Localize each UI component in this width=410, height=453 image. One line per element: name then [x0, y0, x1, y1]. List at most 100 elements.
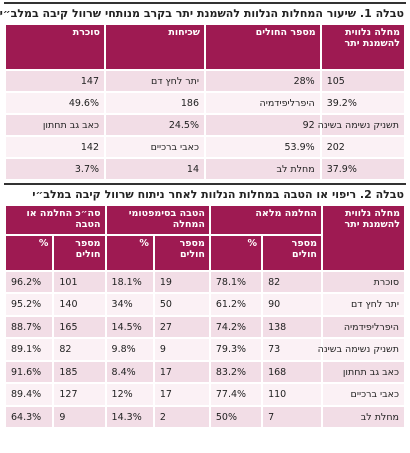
table-cell: תשניק נשימה בשינה — [318, 115, 404, 135]
table-cell: 88.7% — [6, 316, 53, 338]
table-cell: כאב גב תחתון — [6, 115, 105, 135]
table-cell: 14.3% — [106, 406, 153, 428]
header-cell: מחלה נלווית להשמנת יתר — [321, 25, 404, 69]
table-row: סוכרת 82 78.1% 19 18.1% 101 96.2% — [6, 271, 404, 293]
group-header: הטבה בסימפטומי המחלה — [106, 206, 209, 234]
sub-header: % — [106, 235, 153, 270]
table-cell: 105 — [321, 71, 404, 91]
table-cell: 92 — [206, 115, 320, 135]
sub-header: מספר חולים — [154, 235, 209, 270]
table-cell: 127 — [54, 384, 105, 405]
table-cell: 17 — [154, 361, 209, 383]
table-cell: 77.4% — [210, 384, 262, 405]
table-cell: 186 — [106, 93, 205, 113]
table-row: כאב גב תחתון 168 83.2% 17 8.4% 185 91.6% — [6, 361, 404, 383]
table-row: יתר לחץ דם 90 61.2% 50 34% 140 95.2% — [6, 294, 404, 315]
table-cell: סוכרת — [322, 271, 404, 293]
table-cell: 9 — [54, 406, 105, 428]
table-cell: 37.9% — [321, 159, 404, 179]
table-1: מחלה נלווית להשמנת יתר מספר החולים שכיחות ס… — [4, 23, 406, 181]
table-row: היפרליפידמיה 138 74.2% 27 14.5% 165 88.7% — [6, 316, 404, 338]
table-cell: כאבי ברכיים — [106, 137, 205, 157]
table-cell: 168 — [263, 361, 321, 383]
table-cell: 64.3% — [6, 406, 53, 428]
table-cell: 49.6% — [6, 93, 105, 113]
table-cell: 12% — [106, 384, 153, 405]
header-cell: מספר החולים — [206, 25, 320, 69]
table-cell: 138 — [263, 316, 321, 338]
table-cell: 96.2% — [6, 271, 53, 293]
table-row: 37.9% מחלת לב 14 3.7% — [6, 159, 404, 179]
table-cell: מחלת לב — [322, 406, 404, 428]
table-row: 202 53.9% כאבי ברכיים 142 — [6, 137, 404, 157]
table-cell: 89.4% — [6, 384, 53, 405]
table-cell: 140 — [54, 294, 105, 315]
table-cell: 18.1% — [106, 271, 153, 293]
page: טבלה 1. שיעור המחלות הנלוות להשמנת יתר ב… — [0, 2, 406, 429]
table-cell: 142 — [6, 137, 105, 157]
table-row: כאבי ברכיים 110 77.4% 17 12% 127 89.4% — [6, 384, 404, 405]
table-cell: 34% — [106, 294, 153, 315]
table-cell: 79.3% — [210, 339, 262, 360]
table-cell: מחלת לב — [206, 159, 320, 179]
table-cell: 9 — [154, 339, 209, 360]
table-cell: 3.7% — [6, 159, 105, 179]
sub-header: מספר חולים — [263, 235, 321, 270]
table-cell: 83.2% — [210, 361, 262, 383]
header-cell: סוכרת — [6, 25, 105, 69]
table-cell: 73 — [263, 339, 321, 360]
table-cell: 19 — [154, 271, 209, 293]
table-row: 105 28% יתר לחץ דם 147 — [6, 71, 404, 91]
table-cell: 50 — [154, 294, 209, 315]
table-cell: כאבי ברכיים — [322, 384, 404, 405]
table-1-title: טבלה 1. שיעור המחלות הנלוות להשמנת יתר ב… — [0, 2, 406, 23]
group-header: סה״כ החלמה או הטבה — [6, 206, 105, 234]
table-cell: תשניק נשימה בשינה — [318, 339, 404, 360]
table-cell: היפרליפידמיה — [322, 316, 404, 338]
table-cell: 82 — [54, 339, 105, 360]
header-cell: שכיחות — [106, 25, 205, 69]
table-cell: 61.2% — [210, 294, 262, 315]
table-cell: 14.5% — [106, 316, 153, 338]
table-cell: 91.6% — [6, 361, 53, 383]
table-cell: 7 — [263, 406, 321, 428]
table-cell: 90 — [263, 294, 321, 315]
table-row: תשניק נשימה בשינה 92 24.5% כאב גב תחתון — [6, 115, 404, 135]
table-cell: יתר לחץ דם — [106, 71, 205, 91]
table-cell: 202 — [321, 137, 404, 157]
table-cell: 8.4% — [106, 361, 153, 383]
row-header: מחלה נלווית להשמנת יתר — [322, 206, 404, 270]
table-cell: 95.2% — [6, 294, 53, 315]
table-cell: 14 — [106, 159, 205, 179]
table-cell: 89.1% — [6, 339, 53, 360]
table-cell: 53.9% — [206, 137, 320, 157]
table-cell: 78.1% — [210, 271, 262, 293]
table-cell: היפרליפידמיה — [206, 93, 320, 113]
table-row: מחלת לב 7 50% 2 14.3% 9 64.3% — [6, 406, 404, 428]
table-cell: 147 — [6, 71, 105, 91]
table-cell: 110 — [263, 384, 321, 405]
table-cell: 82 — [263, 271, 321, 293]
table-2-title: טבלה 2. ריפוי או הטבה במחלות הנלוות לאחר… — [4, 183, 406, 204]
table-cell: 74.2% — [210, 316, 262, 338]
table-cell: 27 — [154, 316, 209, 338]
table-cell: 24.5% — [106, 115, 205, 135]
table-2: מחלה נלווית להשמנת יתר החלמה מלאה הטבה בסי… — [4, 204, 406, 429]
sub-header: מספר חולים — [54, 235, 105, 270]
table-cell: 101 — [54, 271, 105, 293]
table-cell: 185 — [54, 361, 105, 383]
group-header: החלמה מלאה — [210, 206, 321, 234]
table-cell: כאב גב תחתון — [322, 361, 404, 383]
table-cell: 50% — [210, 406, 262, 428]
table-cell: 28% — [206, 71, 320, 91]
table-cell: 39.2% — [321, 93, 404, 113]
table-cell: 2 — [154, 406, 209, 428]
sub-header: % — [6, 235, 53, 270]
table-cell: 9.8% — [106, 339, 153, 360]
table-row: 39.2% היפרליפידמיה 186 49.6% — [6, 93, 404, 113]
table-cell: 165 — [54, 316, 105, 338]
sub-header: % — [210, 235, 262, 270]
table-row: תשניק נשימה בשינה 73 79.3% 9 9.8% 82 89.1% — [6, 339, 404, 360]
table-cell: יתר לחץ דם — [322, 294, 404, 315]
table-cell: 17 — [154, 384, 209, 405]
